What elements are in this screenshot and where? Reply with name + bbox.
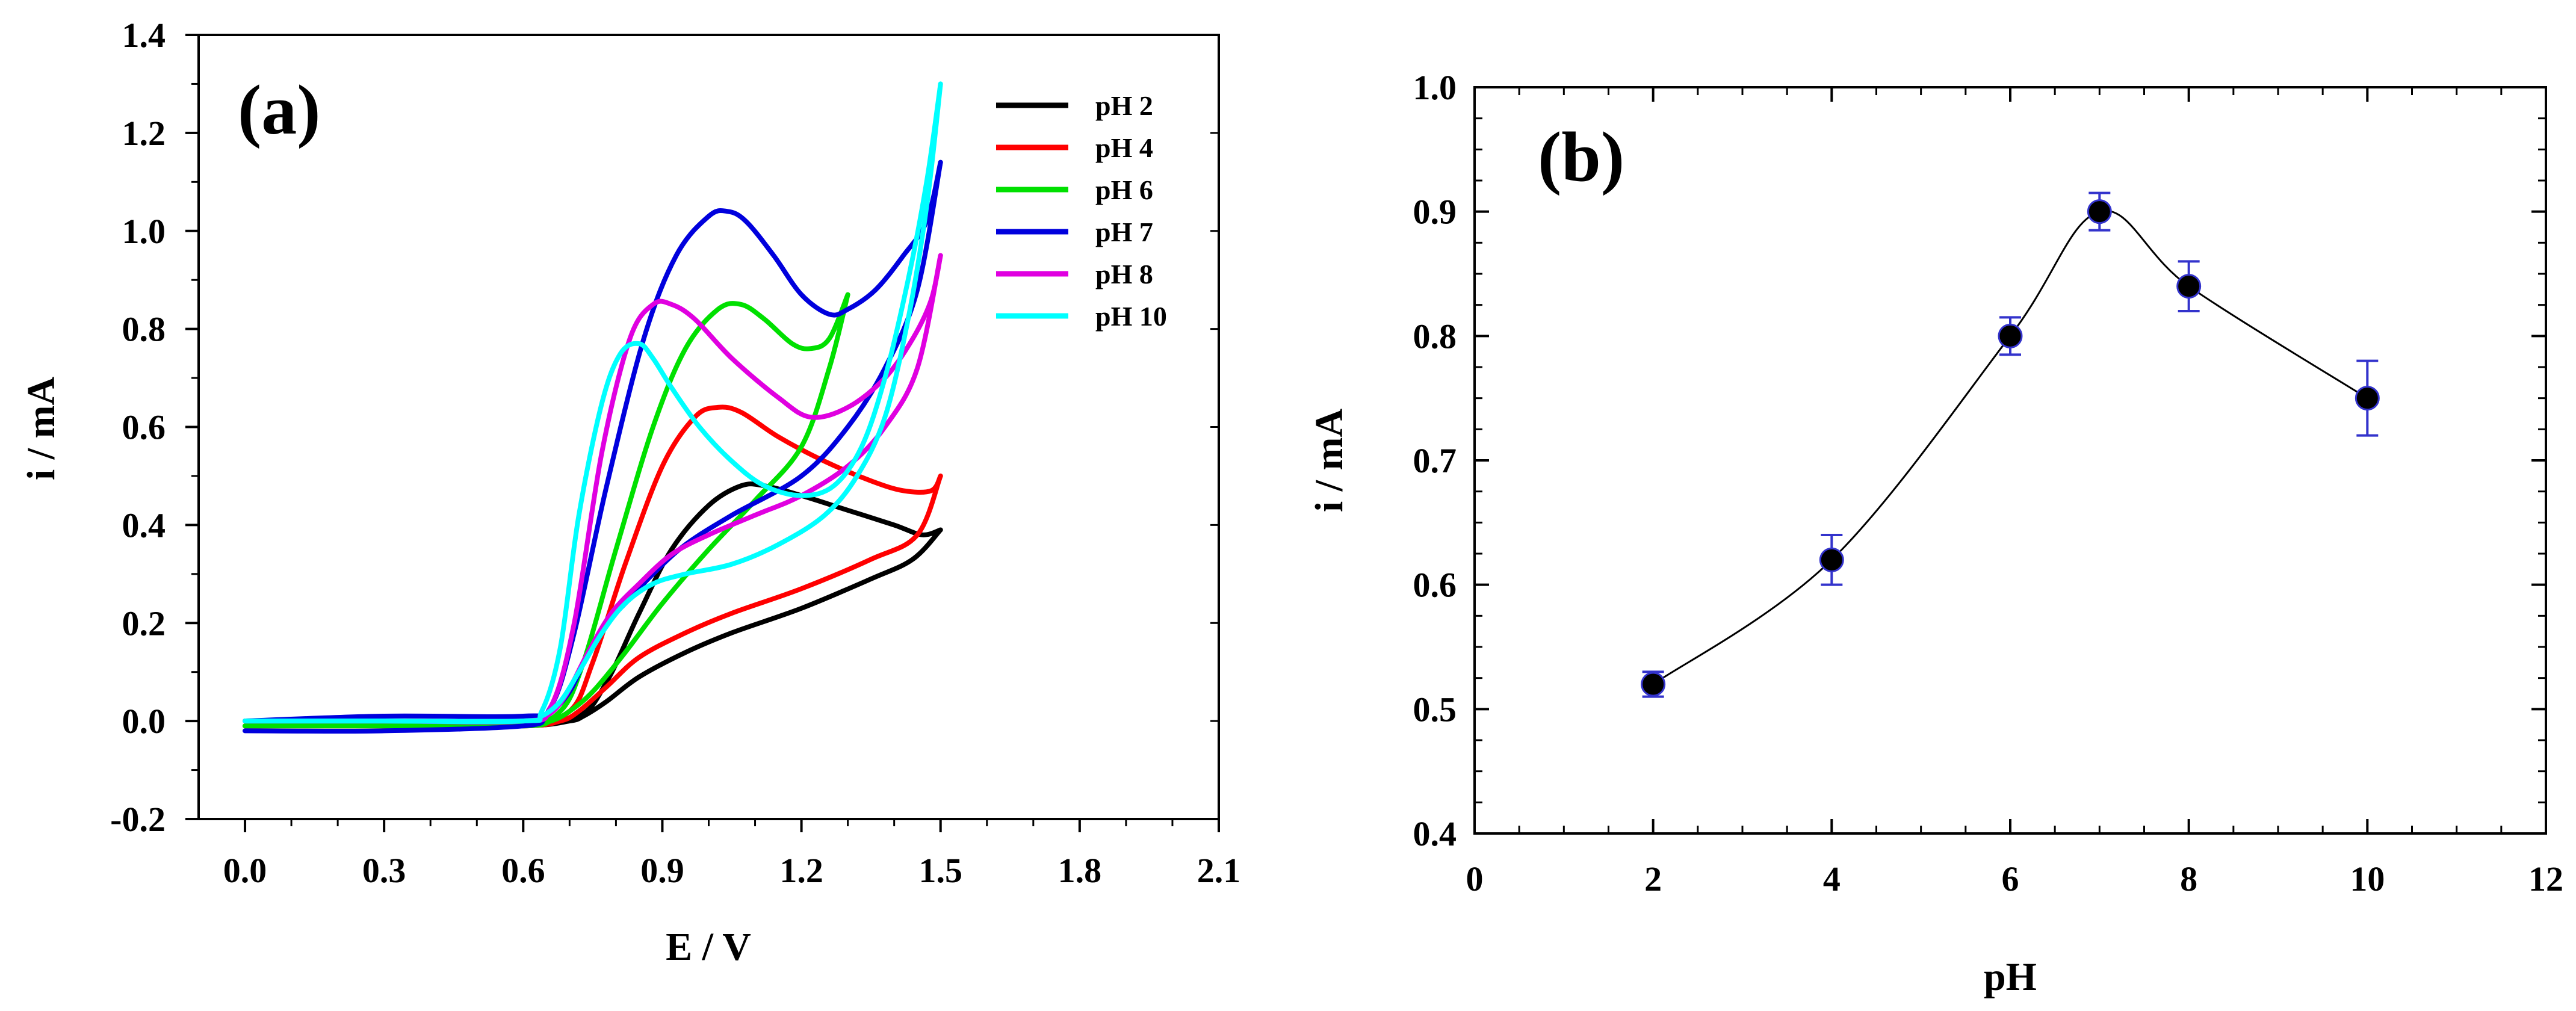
ph-x-tick-label: 10 bbox=[2350, 859, 2385, 898]
ph-data-point-8 bbox=[2176, 260, 2202, 312]
cv-x-tick-label: 1.2 bbox=[779, 851, 823, 890]
data-marker bbox=[1998, 323, 2023, 348]
legend-label-ph-10: pH 10 bbox=[1095, 301, 1167, 332]
cv-x-tick-label: 0.0 bbox=[223, 851, 267, 890]
data-marker bbox=[1819, 547, 1844, 572]
cv-y-tick-label: 0.2 bbox=[122, 604, 166, 643]
cv-y-tick-label: 1.4 bbox=[122, 16, 166, 55]
ph-chart-panel-b: 0 2 4 6 8 10 12 0.4 0.5 0.6 0.7 0.8 0.9 1.0 (b) pH i … bbox=[1307, 68, 2563, 999]
ph-x-axis-title: pH bbox=[1984, 955, 2037, 999]
legend-label-ph-4: pH 4 bbox=[1095, 132, 1153, 163]
cv-x-tick-label: 2.1 bbox=[1197, 851, 1241, 890]
ph-data-point-10 bbox=[2355, 359, 2380, 437]
cv-y-axis-title: i / mA bbox=[19, 377, 63, 481]
ph-x-tick-label: 8 bbox=[2180, 859, 2197, 898]
cv-axis-ticks: 0.0 0.3 0.6 0.9 1.2 1.5 1.8 2.1 -0.2 0.0 0.2 0.4 0.6… bbox=[110, 16, 1240, 890]
legend-label-ph-6: pH 6 bbox=[1095, 175, 1153, 205]
ph-y-tick-label: 0.5 bbox=[1413, 690, 1457, 729]
cv-y-tick-label: 0.6 bbox=[122, 408, 166, 447]
data-marker bbox=[2176, 274, 2202, 299]
cv-x-tick-label: 1.8 bbox=[1058, 851, 1102, 890]
cv-curve-ph-10-reverse bbox=[243, 81, 943, 724]
ph-data-point-2 bbox=[1641, 670, 1666, 698]
cv-y-tick-label: 1.0 bbox=[122, 212, 166, 251]
cv-curve-ph-7-forward bbox=[243, 159, 943, 724]
cv-curve-ph-7-reverse bbox=[243, 159, 943, 734]
ph-y-tick-label: 0.4 bbox=[1413, 814, 1457, 853]
ph-y-tick-label: 0.6 bbox=[1413, 566, 1457, 605]
cv-panel-label: (a) bbox=[238, 70, 321, 149]
ph-data-point-6 bbox=[1998, 316, 2023, 356]
cv-x-tick-label: 0.9 bbox=[640, 851, 684, 890]
cv-x-tick-label: 0.6 bbox=[501, 851, 545, 890]
cv-x-tick-label: 1.5 bbox=[918, 851, 962, 890]
cv-y-tick-label: 0.0 bbox=[122, 702, 166, 741]
ph-panel-label: (b) bbox=[1538, 117, 1624, 196]
legend-label-ph-2: pH 2 bbox=[1095, 90, 1153, 121]
cv-chart-panel-a: 0.0 0.3 0.6 0.9 1.2 1.5 1.8 2.1 -0.2 0.0 0.2 0.4 0.6… bbox=[19, 16, 1240, 969]
ph-data-points bbox=[1641, 191, 2380, 698]
cv-y-tick-label: 0.4 bbox=[122, 506, 166, 545]
data-marker bbox=[1641, 672, 1666, 697]
ph-x-tick-label: 0 bbox=[1466, 859, 1484, 898]
cv-y-tick-label: 0.8 bbox=[122, 310, 166, 349]
legend-label-ph-7: pH 7 bbox=[1095, 217, 1153, 247]
cv-legend: pH 2 pH 4 pH 6 pH 7 pH 8 pH 10 bbox=[996, 90, 1167, 332]
ph-data-point-4 bbox=[1819, 534, 1844, 586]
ph-y-axis-title: i / mA bbox=[1307, 409, 1351, 513]
ph-data-point-7 bbox=[2087, 191, 2112, 232]
cv-x-tick-label: 0.3 bbox=[362, 851, 406, 890]
ph-y-tick-label: 0.9 bbox=[1413, 193, 1457, 232]
data-marker bbox=[2087, 199, 2112, 224]
ph-y-tick-label: 1.0 bbox=[1413, 68, 1457, 107]
data-marker bbox=[2355, 386, 2380, 411]
cv-y-tick-label: -0.2 bbox=[110, 800, 166, 839]
ph-y-tick-label: 0.7 bbox=[1413, 441, 1457, 480]
legend-label-ph-8: pH 8 bbox=[1095, 259, 1153, 289]
ph-y-tick-label: 0.8 bbox=[1413, 317, 1457, 356]
ph-x-tick-label: 6 bbox=[2002, 859, 2019, 898]
ph-x-tick-label: 4 bbox=[1823, 859, 1841, 898]
ph-fit-curve bbox=[1652, 209, 2368, 685]
cv-y-tick-label: 1.2 bbox=[122, 114, 166, 153]
ph-x-tick-label: 2 bbox=[1644, 859, 1662, 898]
ph-x-tick-label: 12 bbox=[2528, 859, 2563, 898]
ph-fit-line bbox=[1652, 209, 2368, 685]
cv-curves bbox=[243, 81, 943, 734]
cv-curve-ph-6-reverse bbox=[243, 292, 850, 729]
ph-axis-ticks: 0 2 4 6 8 10 12 0.4 0.5 0.6 0.7 0.8 0.9 1.0 bbox=[1413, 68, 2564, 898]
cv-x-axis-title: E / V bbox=[666, 925, 751, 969]
